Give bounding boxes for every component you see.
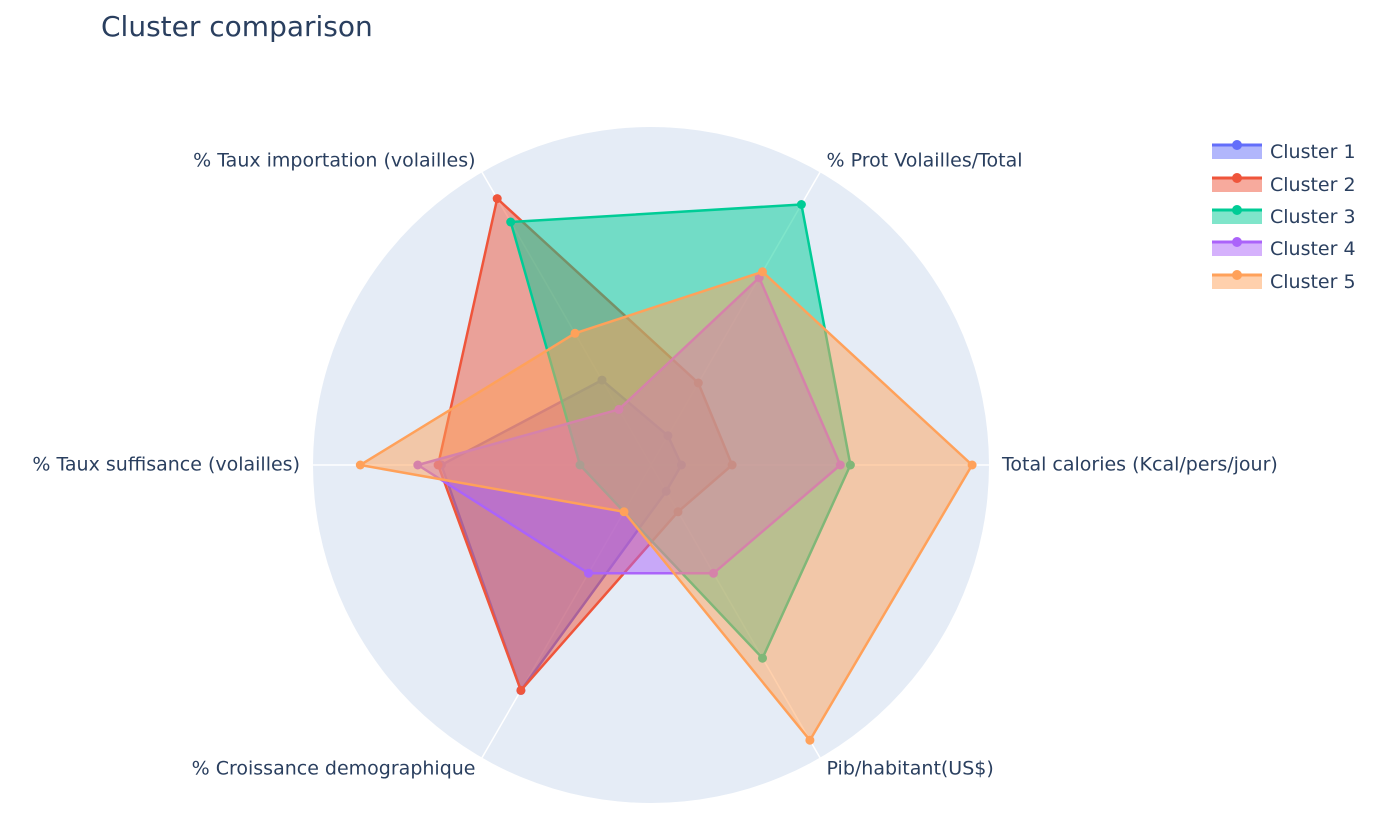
series-cluster-5[interactable]: [355, 267, 977, 745]
legend-swatch: [1212, 172, 1262, 192]
legend-item-cluster-1[interactable]: Cluster 1: [1210, 136, 1356, 168]
legend-swatch: [1212, 140, 1262, 160]
axis-label: % Croissance demographique: [192, 758, 476, 780]
data-point[interactable]: [619, 507, 629, 517]
data-point[interactable]: [758, 267, 767, 277]
data-point[interactable]: [492, 194, 502, 204]
data-point[interactable]: [570, 328, 580, 338]
data-point[interactable]: [584, 568, 593, 578]
legend-label: Cluster 3: [1270, 205, 1356, 228]
legend-label: Cluster 5: [1270, 270, 1356, 293]
legend: Cluster 1 Cluster 2 Cluster 3 Cluster 4 Clus…: [1210, 136, 1356, 298]
axis-label: % Taux importation (volailles): [193, 150, 475, 172]
axis-label: % Prot Volailles/Total: [827, 150, 1023, 172]
data-point[interactable]: [796, 200, 806, 209]
legend-label: Cluster 2: [1270, 173, 1356, 196]
legend-label: Cluster 4: [1270, 238, 1356, 261]
legend-swatch: [1212, 269, 1262, 289]
axis-label: % Taux suffisance (volailles): [32, 454, 300, 476]
legend-item-cluster-4[interactable]: Cluster 4: [1210, 233, 1356, 265]
data-point[interactable]: [355, 460, 365, 470]
axis-labels: Total calories (Kcal/pers/jour) % Prot Vo…: [32, 150, 1277, 780]
data-point[interactable]: [506, 217, 516, 227]
series-layer: [355, 194, 977, 745]
legend-item-cluster-3[interactable]: Cluster 3: [1210, 201, 1356, 233]
data-point[interactable]: [967, 460, 977, 470]
data-point[interactable]: [805, 735, 815, 745]
legend-swatch: [1212, 237, 1262, 257]
axis-label: Pib/habitant(US$): [827, 758, 994, 780]
legend-item-cluster-5[interactable]: Cluster 5: [1210, 266, 1356, 298]
axis-label: Total calories (Kcal/pers/jour): [1001, 454, 1278, 476]
chart-title: Cluster comparison: [101, 10, 373, 43]
legend-label: Cluster 1: [1270, 141, 1356, 164]
legend-swatch: [1212, 204, 1262, 224]
legend-item-cluster-2[interactable]: Cluster 2: [1210, 168, 1356, 200]
data-point[interactable]: [516, 685, 526, 695]
